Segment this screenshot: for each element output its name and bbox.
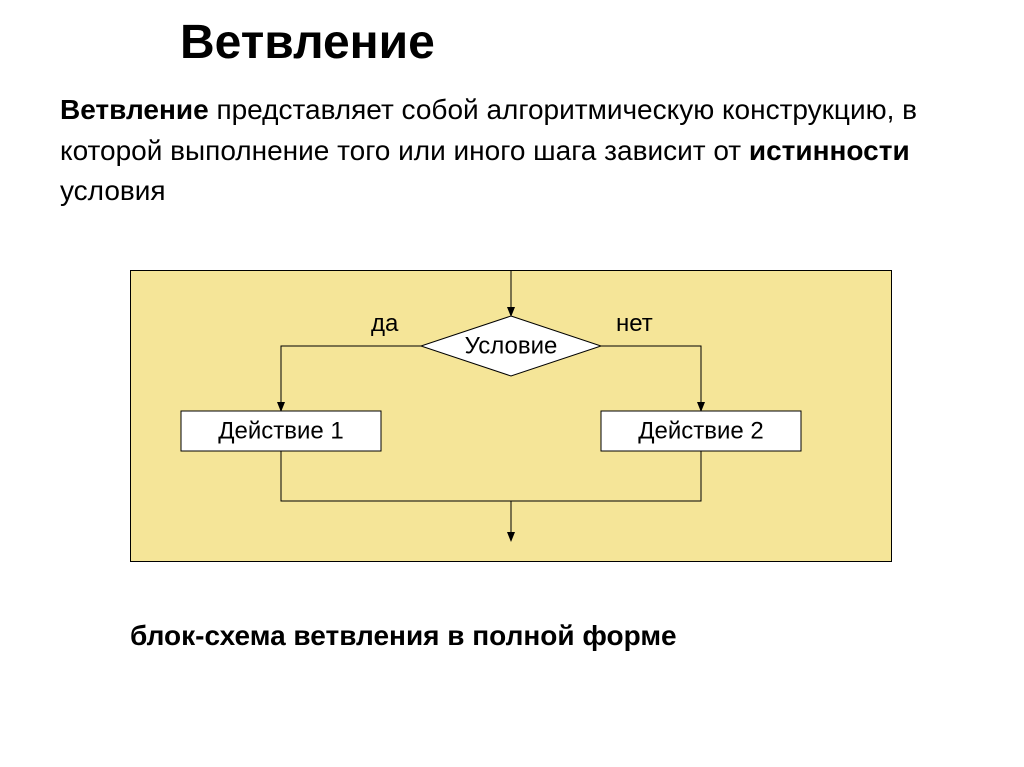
caption: блок-схема ветвления в полной форме [130,620,677,652]
slide: Ветвление Ветвление представляет собой а… [0,0,1024,767]
node-label-action1: Действие 1 [218,417,344,444]
edge-label-yes: да [371,310,399,337]
node-label-action2: Действие 2 [638,417,764,444]
page-title: Ветвление [180,15,435,70]
edge-label-no: нет [616,310,653,337]
nodes-group: Условие Действие 1 Действие 2 [181,316,801,451]
desc-bold2: истинности [749,135,910,166]
edge-a1-down [281,451,511,501]
edge-a2-down [511,451,701,501]
description: Ветвление представляет собой алгоритмиче… [60,90,960,212]
node-label-condition: Условие [465,332,558,359]
edge-cond-left [281,346,421,411]
edge-cond-right [601,346,701,411]
flowchart-container: Условие Действие 1 Действие 2 да нет [130,270,892,562]
desc-part2: условия [60,175,166,206]
flowchart-svg: Условие Действие 1 Действие 2 да нет [131,271,891,561]
desc-bold1: Ветвление [60,94,209,125]
